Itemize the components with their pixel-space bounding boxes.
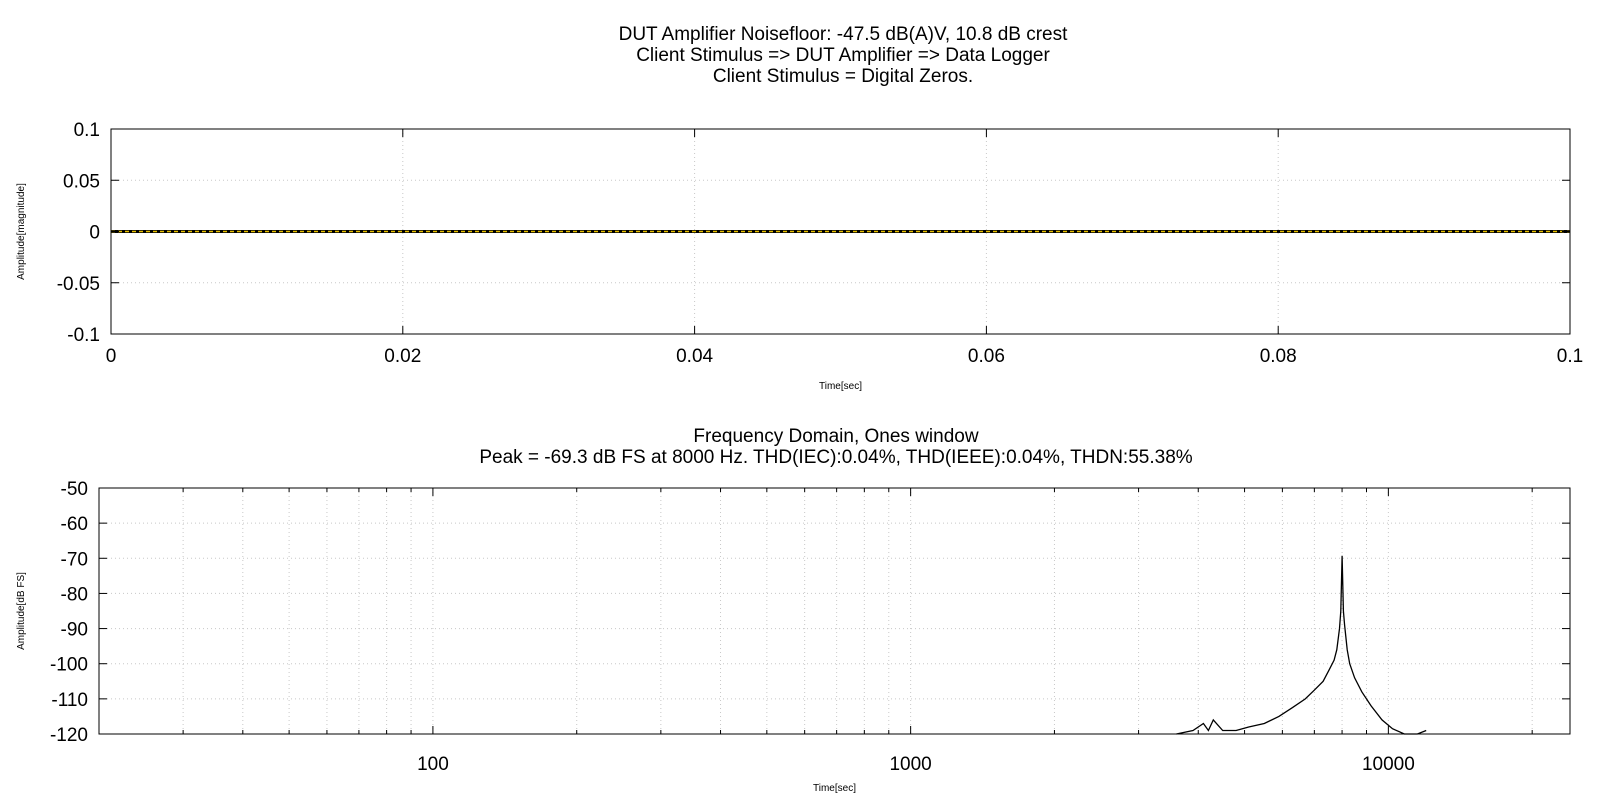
frequency-domain-x-axis-label: Time[sec] — [813, 783, 856, 794]
time-domain-y-axis-label: Amplitude[magnitude] — [16, 183, 27, 280]
y-tick-label: -80 — [61, 584, 88, 605]
x-tick-label: 0.04 — [676, 346, 713, 367]
y-tick-label: 0 — [89, 223, 100, 244]
y-tick-label: -0.05 — [57, 274, 100, 295]
x-tick-label: 0.08 — [1260, 346, 1297, 367]
frequency-domain-x-ticks: 100 1000 10000 — [182, 488, 1533, 775]
y-tick-label: -90 — [61, 620, 88, 641]
series-line — [1176, 555, 1427, 735]
x-tick-label: 0 — [106, 346, 117, 367]
time-domain-title: DUT Amplifier Noisefloor: -47.5 dB(A)V, … — [619, 24, 1069, 87]
y-tick-label: -60 — [61, 514, 88, 535]
time-domain-y-ticks: 0.1 0.05 0 -0.05 -0.1 — [57, 120, 1570, 346]
chart-title-line: DUT Amplifier Noisefloor: -47.5 dB(A)V, … — [619, 24, 1069, 45]
x-tick-label: 0.02 — [384, 346, 421, 367]
frequency-domain-y-axis-label: Amplitude[dB FS] — [16, 572, 27, 650]
x-tick-label: 1000 — [889, 754, 931, 775]
chart-title-line: Peak = -69.3 dB FS at 8000 Hz. THD(IEC):… — [479, 447, 1192, 468]
y-tick-label: -0.1 — [67, 325, 100, 346]
time-domain-x-axis-label: Time[sec] — [819, 381, 862, 392]
time-domain-x-ticks: 0 0.02 0.04 0.06 0.08 0.1 — [106, 129, 1583, 367]
frequency-domain-grid — [99, 488, 1570, 734]
y-tick-label: -70 — [61, 549, 88, 570]
x-tick-label: 0.1 — [1557, 346, 1583, 367]
time-domain-chart: DUT Amplifier Noisefloor: -47.5 dB(A)V, … — [16, 24, 1583, 392]
chart-title-line: Frequency Domain, Ones window — [693, 426, 978, 447]
y-tick-label: -120 — [50, 725, 88, 746]
frequency-domain-y-ticks: -50 -60 -70 -80 -90 -100 -110 -120 — [50, 479, 1570, 746]
y-tick-label: 0.05 — [63, 171, 100, 192]
x-tick-label: 10000 — [1362, 754, 1415, 775]
y-tick-label: 0.1 — [74, 120, 100, 141]
x-tick-label: 100 — [417, 754, 449, 775]
chart-title-line: Client Stimulus => DUT Amplifier => Data… — [636, 45, 1050, 66]
frequency-domain-series — [1176, 555, 1427, 735]
y-tick-label: -100 — [50, 655, 88, 676]
chart-title-line: Client Stimulus = Digital Zeros. — [713, 66, 973, 87]
x-tick-label: 0.06 — [968, 346, 1005, 367]
frequency-domain-plot-frame — [98, 487, 1571, 735]
y-tick-label: -50 — [61, 479, 88, 500]
y-tick-label: -110 — [51, 690, 88, 711]
